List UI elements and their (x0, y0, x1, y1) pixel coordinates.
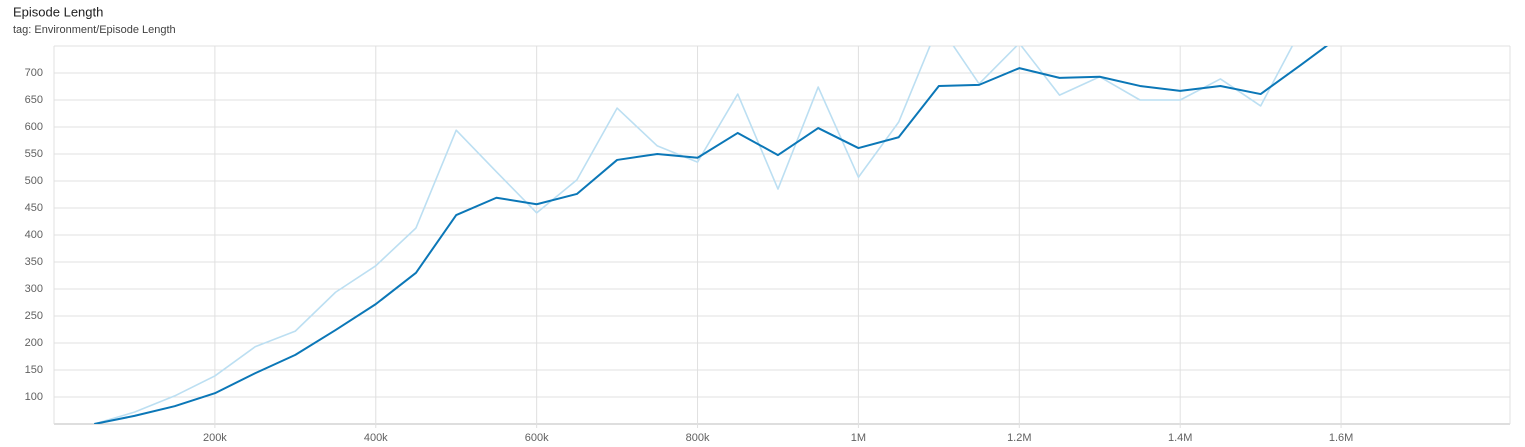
tick-labels: 100 150 200 250 300 350 400 450 500 550 600 650 700 2… (25, 67, 1354, 444)
x-tick-label: 1.2M (1007, 432, 1031, 444)
y-tick-label: 250 (25, 310, 43, 322)
y-tick-label: 150 (25, 364, 43, 376)
grid (54, 46, 1510, 428)
lines (93, 46, 1329, 424)
x-tick-label: 1M (851, 432, 866, 444)
y-tick-label: 100 (25, 391, 43, 403)
x-tick-label: 600k (525, 432, 549, 444)
y-tick-label: 500 (25, 175, 43, 187)
x-tick-label: 800k (686, 432, 710, 444)
chart-subtitle: tag: Environment/Episode Length (13, 24, 176, 36)
y-tick-label: 600 (25, 121, 43, 133)
x-tick-label: 1.6M (1329, 432, 1353, 444)
y-tick-label: 300 (25, 283, 43, 295)
y-tick-label: 650 (25, 94, 43, 106)
series-line (94, 46, 1329, 424)
y-tick-label: 400 (25, 229, 43, 241)
x-tick-label: 200k (203, 432, 227, 444)
y-tick-label: 450 (25, 202, 43, 214)
series-line (93, 46, 1294, 424)
x-tick-label: 1.4M (1168, 432, 1192, 444)
y-tick-label: 550 (25, 148, 43, 160)
y-tick-label: 200 (25, 337, 43, 349)
y-tick-label: 700 (25, 67, 43, 79)
x-tick-label: 400k (364, 432, 388, 444)
chart-title: Episode Length (13, 4, 103, 19)
y-tick-label: 350 (25, 256, 43, 268)
